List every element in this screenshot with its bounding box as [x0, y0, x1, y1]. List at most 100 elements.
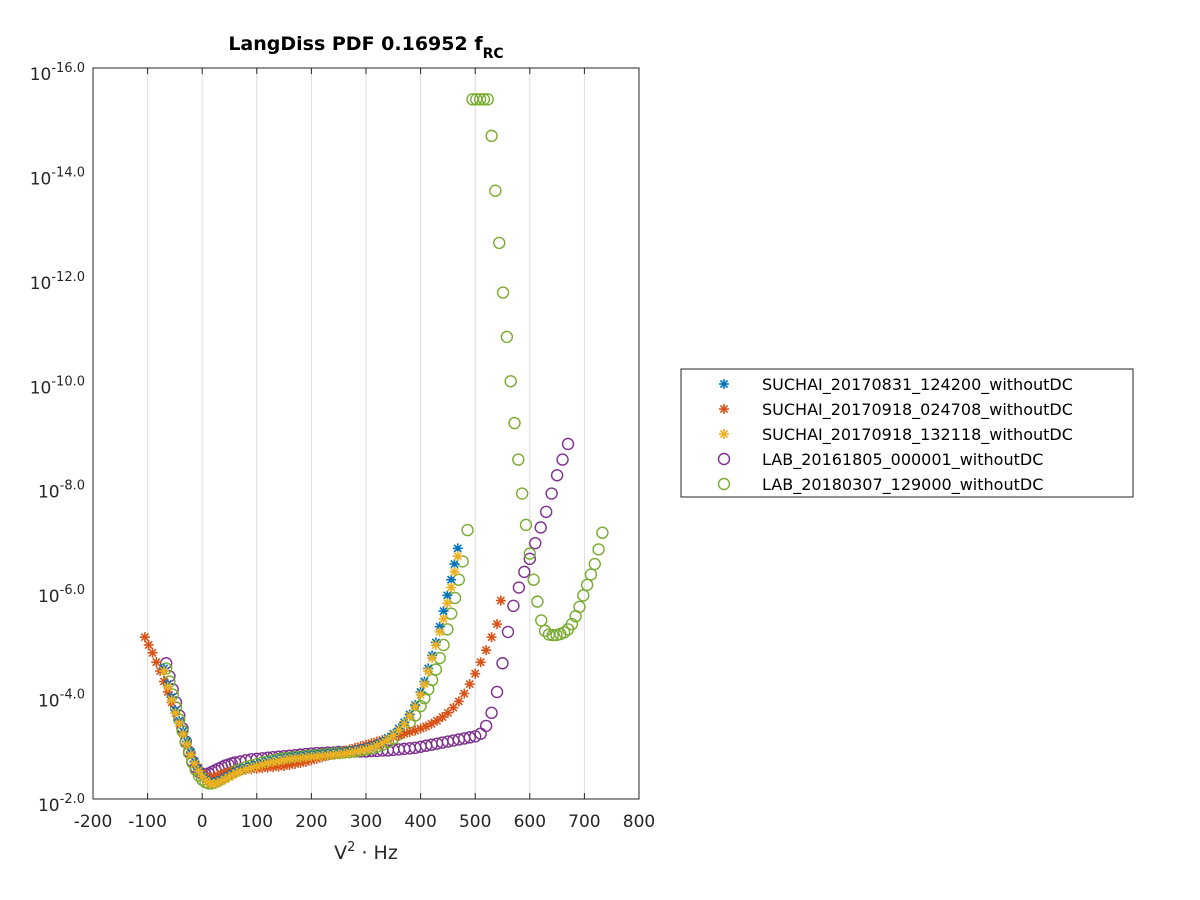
- legend-item: SUCHAI_20170831_124200_withoutDC: [719, 375, 1073, 395]
- chart-title: LangDiss PDF 0.16952 fRC: [228, 33, 503, 62]
- data-point: [404, 710, 415, 721]
- legend-marker: [717, 452, 731, 466]
- data-point: [539, 505, 553, 519]
- data-point: [538, 624, 552, 638]
- data-point: [189, 758, 200, 769]
- data-point: [147, 647, 158, 658]
- axis-ticks: [92, 68, 640, 799]
- data-point: [512, 581, 526, 594]
- data-point: [573, 600, 586, 614]
- data-point: [518, 565, 531, 579]
- y-tick-label: 10-4.0: [38, 688, 85, 712]
- data-point: [492, 619, 503, 630]
- data-point: [588, 557, 601, 571]
- y-tick-label: 10-2.0: [38, 792, 85, 816]
- legend-marker: [719, 429, 729, 439]
- data-point: [446, 574, 457, 585]
- y-tick-label: 10-8.0: [38, 479, 85, 503]
- data-point: [151, 657, 162, 668]
- data-point: [166, 694, 177, 705]
- data-point: [193, 765, 204, 776]
- y-tick-labels: 10-2.0 10-4.0 10-6.0 10-8.0 10-10.0 10-12.0 10…: [30, 61, 85, 816]
- x-tick-label: -100: [128, 812, 167, 832]
- legend-item: SUCHAI_20170918_024708_withoutDC: [719, 400, 1073, 420]
- data-point: [479, 719, 493, 733]
- legend-label: SUCHAI_20170918_024708_withoutDC: [762, 400, 1073, 420]
- data-point: [515, 487, 529, 500]
- x-tick-label: 800: [623, 812, 655, 832]
- data-point: [550, 469, 564, 482]
- data-point: [529, 536, 542, 550]
- data-point: [545, 487, 558, 500]
- x-tick-label: 500: [459, 812, 491, 832]
- data-point: [464, 679, 475, 690]
- data-point: [489, 184, 502, 197]
- legend-label: LAB_20180307_129000_withoutDC: [762, 475, 1043, 495]
- data-point: [143, 639, 154, 650]
- data-point: [442, 707, 453, 718]
- data-point: [580, 578, 594, 592]
- x-tick-label: 100: [241, 812, 273, 832]
- y-tick-label: 10-16.0: [30, 61, 85, 85]
- data-point: [596, 526, 609, 539]
- data-point: [427, 653, 438, 664]
- data-point: [377, 738, 388, 749]
- x-tick-label: -200: [74, 812, 113, 832]
- data-point: [493, 236, 506, 250]
- data-point: [486, 632, 497, 643]
- data-point: [556, 453, 569, 466]
- data-point: [170, 707, 181, 718]
- data-point: [485, 706, 498, 720]
- data-point: [459, 688, 470, 699]
- legend: SUCHAI_20170831_124200_withoutDC SUCHAI_2…: [680, 368, 1134, 498]
- data-point: [410, 701, 421, 712]
- data-point: [461, 523, 474, 537]
- data-point: [512, 453, 525, 466]
- data-point: [496, 286, 510, 299]
- data-point: [475, 657, 486, 668]
- data-point: [584, 568, 598, 581]
- data-point: [415, 689, 426, 700]
- data-point: [473, 93, 487, 106]
- data-point: [546, 628, 559, 642]
- data-point: [495, 595, 506, 606]
- legend-marker: [719, 404, 729, 414]
- data-point: [438, 613, 449, 624]
- data-point: [442, 598, 453, 609]
- y-tick-label: 10-12.0: [30, 270, 85, 294]
- series-3: [158, 551, 463, 789]
- data-point: [535, 614, 548, 627]
- data-point: [507, 599, 520, 613]
- data-point: [178, 728, 189, 739]
- data-point: [557, 626, 571, 639]
- y-tick-label: 10-10.0: [30, 374, 85, 398]
- data-point: [273, 755, 284, 766]
- x-tick-label: 0: [197, 812, 208, 832]
- legend-marker: [719, 379, 729, 389]
- y-tick-label: 10-6.0: [38, 583, 85, 607]
- data-point: [453, 696, 464, 707]
- legend-marker: [717, 477, 731, 491]
- data-point: [481, 645, 492, 656]
- x-tick-label: 700: [568, 812, 600, 832]
- data-point: [490, 685, 504, 699]
- data-point: [523, 547, 536, 560]
- data-point: [501, 625, 515, 639]
- data-point: [470, 668, 481, 679]
- legend-item: LAB_20161805_000001_withoutDC: [717, 450, 1043, 470]
- data-point: [504, 375, 517, 388]
- legend-label: LAB_20161805_000001_withoutDC: [762, 450, 1043, 470]
- legend-label: SUCHAI_20170831_124200_withoutDC: [762, 375, 1073, 395]
- data-point: [500, 330, 514, 344]
- data-point: [446, 582, 457, 593]
- data-point: [423, 666, 434, 677]
- data-point: [431, 715, 442, 726]
- legend-box: [680, 368, 1134, 498]
- data-point: [181, 739, 192, 750]
- data-point: [452, 551, 463, 562]
- data-point: [430, 639, 441, 650]
- x-tick-label: 300: [350, 812, 382, 832]
- data-point: [185, 749, 196, 760]
- data-point: [449, 566, 460, 577]
